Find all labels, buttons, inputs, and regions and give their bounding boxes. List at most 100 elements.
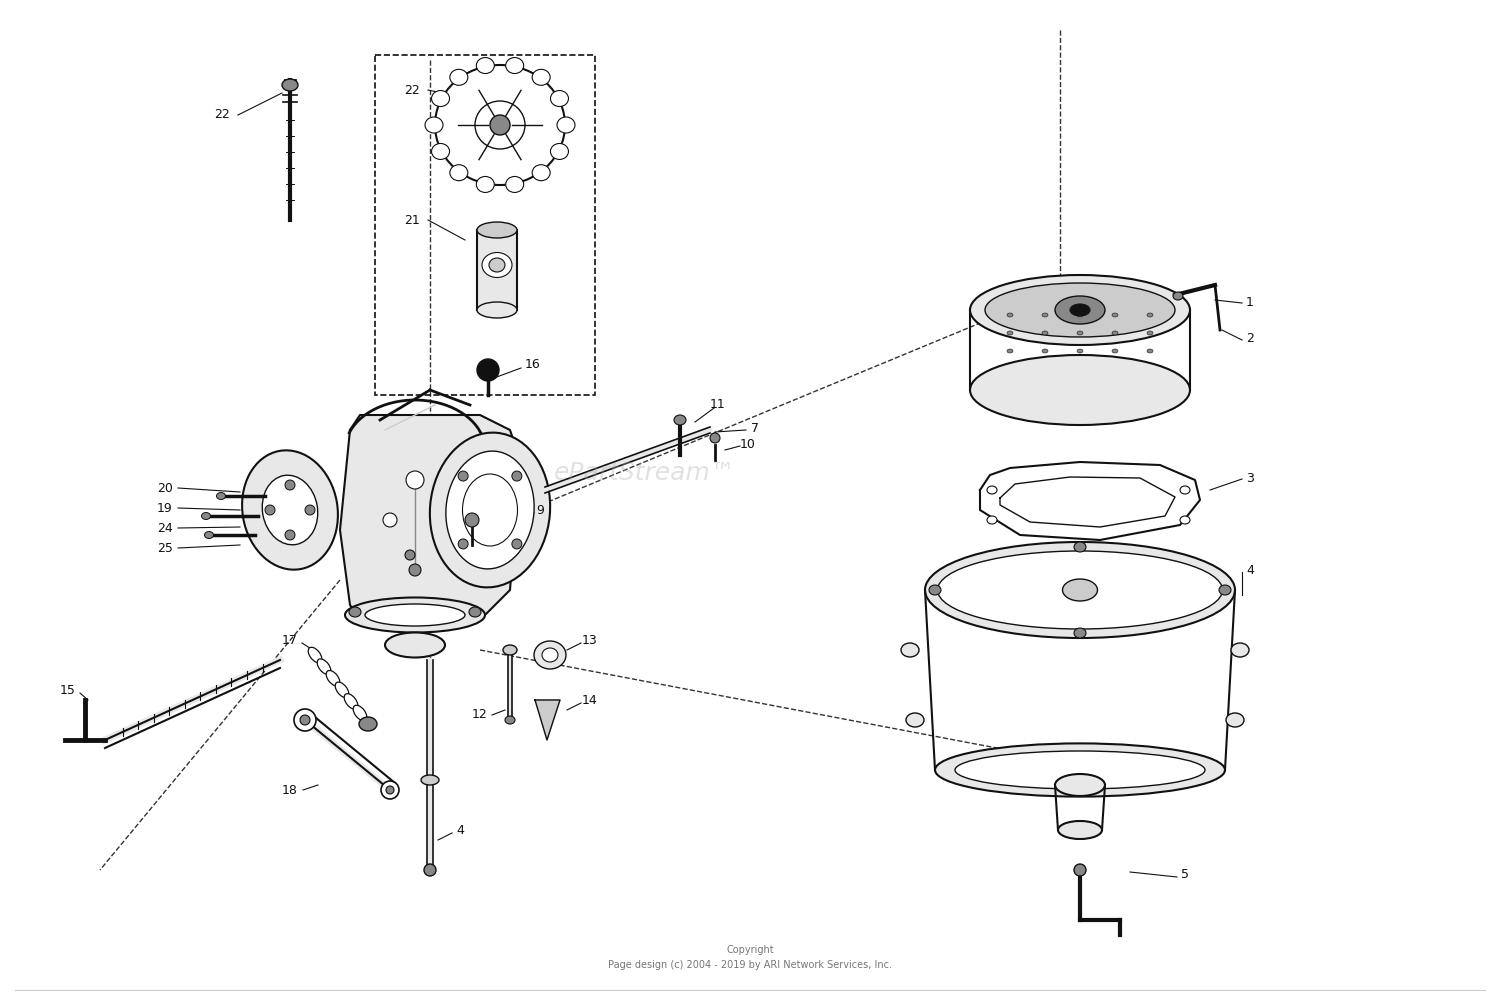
Ellipse shape (1042, 313, 1048, 317)
Ellipse shape (512, 539, 522, 549)
Ellipse shape (1058, 821, 1102, 839)
Ellipse shape (506, 716, 515, 724)
Text: 13: 13 (582, 633, 598, 646)
Ellipse shape (1180, 516, 1190, 524)
Bar (477, 230, 518, 310)
Ellipse shape (489, 258, 506, 272)
Ellipse shape (282, 79, 298, 91)
Ellipse shape (986, 283, 1174, 337)
Ellipse shape (970, 275, 1190, 345)
Ellipse shape (1077, 331, 1083, 335)
Ellipse shape (462, 474, 518, 546)
Ellipse shape (266, 505, 274, 515)
Ellipse shape (350, 607, 361, 617)
Ellipse shape (1173, 292, 1184, 300)
Text: 3: 3 (1246, 471, 1254, 484)
Text: 14: 14 (582, 694, 598, 707)
Ellipse shape (477, 57, 495, 74)
Text: 10: 10 (740, 438, 756, 451)
Ellipse shape (477, 176, 495, 192)
Ellipse shape (512, 471, 522, 481)
Ellipse shape (1077, 349, 1083, 353)
Ellipse shape (1148, 313, 1154, 317)
Bar (375, 55, 596, 395)
Ellipse shape (386, 786, 394, 794)
Ellipse shape (477, 359, 500, 381)
Ellipse shape (532, 165, 550, 180)
Ellipse shape (424, 864, 436, 876)
Text: 16: 16 (525, 358, 542, 372)
Text: 15: 15 (60, 684, 76, 697)
Ellipse shape (1042, 349, 1048, 353)
Ellipse shape (556, 117, 574, 133)
Ellipse shape (1074, 864, 1086, 876)
Ellipse shape (358, 717, 376, 731)
Ellipse shape (550, 91, 568, 107)
Ellipse shape (987, 516, 998, 524)
Polygon shape (1000, 477, 1174, 527)
Ellipse shape (430, 433, 550, 587)
Ellipse shape (902, 643, 920, 657)
Text: 22: 22 (404, 84, 420, 97)
Ellipse shape (386, 632, 446, 658)
Ellipse shape (506, 176, 524, 192)
Ellipse shape (364, 604, 465, 626)
Ellipse shape (450, 165, 468, 180)
Ellipse shape (1007, 313, 1013, 317)
Ellipse shape (477, 222, 518, 238)
Text: 9: 9 (536, 504, 544, 517)
Ellipse shape (970, 355, 1190, 425)
Ellipse shape (294, 709, 316, 731)
Text: 4: 4 (456, 824, 464, 837)
Ellipse shape (406, 471, 424, 489)
Ellipse shape (542, 648, 558, 662)
Ellipse shape (532, 69, 550, 86)
Ellipse shape (476, 101, 525, 149)
Ellipse shape (550, 143, 568, 159)
Ellipse shape (458, 471, 468, 481)
Ellipse shape (216, 492, 225, 499)
Ellipse shape (1054, 296, 1106, 324)
Polygon shape (980, 462, 1200, 540)
Ellipse shape (326, 671, 340, 686)
Ellipse shape (906, 713, 924, 727)
Text: 24: 24 (158, 522, 172, 535)
Ellipse shape (285, 480, 296, 490)
Ellipse shape (1226, 713, 1244, 727)
Polygon shape (536, 700, 560, 740)
Ellipse shape (300, 715, 310, 725)
Ellipse shape (352, 705, 368, 721)
Text: 25: 25 (158, 542, 172, 555)
Ellipse shape (926, 542, 1234, 638)
Text: 17: 17 (282, 633, 298, 646)
Ellipse shape (477, 302, 518, 318)
Ellipse shape (1148, 331, 1154, 335)
Ellipse shape (1180, 486, 1190, 494)
Ellipse shape (1112, 313, 1118, 317)
Polygon shape (340, 415, 520, 620)
Ellipse shape (470, 607, 482, 617)
Ellipse shape (432, 143, 450, 159)
Ellipse shape (285, 530, 296, 540)
Ellipse shape (458, 539, 468, 549)
Ellipse shape (987, 486, 998, 494)
Ellipse shape (1054, 774, 1106, 796)
Ellipse shape (1074, 628, 1086, 638)
Ellipse shape (710, 433, 720, 443)
Ellipse shape (1070, 304, 1090, 316)
Text: ePartStream™: ePartStream™ (554, 461, 736, 485)
Ellipse shape (1074, 542, 1086, 552)
Ellipse shape (1232, 643, 1250, 657)
Ellipse shape (345, 597, 484, 632)
Ellipse shape (316, 659, 332, 675)
Text: 7: 7 (752, 422, 759, 434)
Ellipse shape (1042, 331, 1048, 335)
Text: 5: 5 (1180, 868, 1190, 881)
Ellipse shape (304, 505, 315, 515)
Ellipse shape (432, 91, 450, 107)
Text: 18: 18 (282, 783, 298, 797)
Ellipse shape (482, 253, 512, 278)
Ellipse shape (1077, 313, 1083, 317)
Ellipse shape (204, 532, 213, 539)
Text: 22: 22 (214, 109, 230, 122)
